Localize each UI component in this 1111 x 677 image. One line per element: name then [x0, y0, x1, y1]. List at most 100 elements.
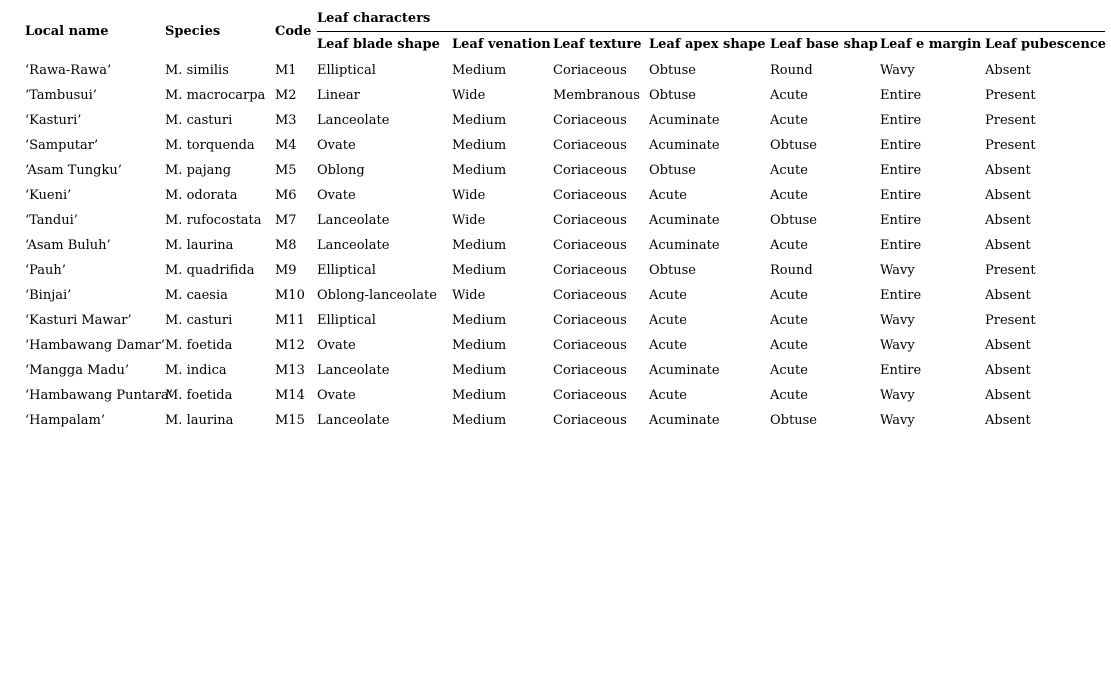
table-cell: Medium: [452, 338, 507, 353]
table-cell: ‘Mangga Madu’: [25, 363, 129, 378]
leaf-characters-spanner: Leaf characters: [317, 5, 1106, 32]
table-cell: Wavy: [880, 63, 915, 78]
table-row: ‘Kasturi Mawar’ M. casturi M11 Elliptical Me…: [25, 308, 1105, 333]
table-cell: M15: [275, 413, 305, 428]
table-cell: Acuminate: [649, 363, 720, 378]
table-cell: Absent: [985, 63, 1031, 78]
table-cell: Medium: [452, 63, 507, 78]
col-header-leaf-apex-shape: Leaf apex shape: [649, 37, 766, 52]
page: Local name Species Code Leaf characters …: [0, 5, 1111, 677]
table-row: ‘Mangga Madu’ M. indica M13 Lanceolate Mediu…: [25, 358, 1105, 383]
table-cell: Coriaceous: [553, 113, 627, 128]
table-cell: M. indica: [165, 363, 227, 378]
table-cell: ‘Hampalam’: [25, 413, 105, 428]
table-row: ‘Kasturi’ M. casturi M3 Lanceolate Medium Cor…: [25, 108, 1105, 133]
table-cell: M6: [275, 188, 297, 203]
table-cell: Acute: [649, 288, 687, 303]
table-cell: Wavy: [880, 413, 915, 428]
table-cell: Wide: [452, 288, 486, 303]
table-cell: M. odorata: [165, 188, 238, 203]
table-cell: Acute: [770, 113, 808, 128]
table-cell: Acuminate: [649, 238, 720, 253]
table-cell: Absent: [985, 188, 1031, 203]
col-header-leaf-base-shap: Leaf base shap: [770, 37, 878, 52]
table-cell: M13: [275, 363, 305, 378]
table-cell: ‘Kueni’: [25, 188, 72, 203]
table-cell: Obtuse: [770, 413, 817, 428]
table-cell: Coriaceous: [553, 138, 627, 153]
table-cell: ‘Asam Buluh’: [25, 238, 111, 253]
table-cell: Coriaceous: [553, 413, 627, 428]
table-cell: Medium: [452, 263, 507, 278]
table-cell: Absent: [985, 288, 1031, 303]
table-cell: Elliptical: [317, 63, 376, 78]
table-cell: Entire: [880, 113, 922, 128]
table-cell: Linear: [317, 88, 360, 103]
table-cell: M. macrocarpa: [165, 88, 266, 103]
table-cell: M. casturi: [165, 313, 233, 328]
table-cell: ‘Tandui’: [25, 213, 78, 228]
table-cell: M1: [275, 63, 297, 78]
table-row: ‘Tambusui’ M. macrocarpa M2 Linear Wide Membr…: [25, 83, 1105, 108]
table-cell: Acute: [770, 88, 808, 103]
table-cell: M10: [275, 288, 305, 303]
table-cell: M7: [275, 213, 297, 228]
table-cell: Coriaceous: [553, 288, 627, 303]
table-cell: Medium: [452, 363, 507, 378]
col-header-leaf-texture: Leaf texture: [553, 37, 642, 52]
table-cell: Absent: [985, 213, 1031, 228]
table-cell: Entire: [880, 88, 922, 103]
table-cell: Oblong: [317, 163, 365, 178]
table-cell: Wavy: [880, 263, 915, 278]
table-cell: Coriaceous: [553, 213, 627, 228]
table-cell: Medium: [452, 413, 507, 428]
table-cell: Coriaceous: [553, 263, 627, 278]
table-cell: Medium: [452, 313, 507, 328]
table-cell: Acute: [770, 288, 808, 303]
table-cell: Acute: [770, 238, 808, 253]
table-cell: Acute: [770, 338, 808, 353]
table-cell: Round: [770, 63, 813, 78]
table-cell: Absent: [985, 413, 1031, 428]
table-cell: M4: [275, 138, 297, 153]
table-row: ‘Tandui’ M. rufocostata M7 Lanceolate Wide Co…: [25, 208, 1105, 233]
table-cell: Present: [985, 138, 1036, 153]
table-cell: Coriaceous: [553, 188, 627, 203]
table-cell: M. quadrifida: [165, 263, 255, 278]
col-header-leaf-e-margin: Leaf e margin: [880, 37, 982, 52]
table-header: Local name Species Code Leaf characters …: [25, 5, 1106, 58]
header-row-top: Local name Species Code Leaf characters: [25, 5, 1106, 39]
table-cell: Coriaceous: [553, 363, 627, 378]
table-cell: Coriaceous: [553, 338, 627, 353]
table-cell: ‘Binjai’: [25, 288, 72, 303]
table-cell: Present: [985, 113, 1036, 128]
table-cell: Acuminate: [649, 113, 720, 128]
table-cell: Acute: [649, 313, 687, 328]
table-cell: Absent: [985, 163, 1031, 178]
table-cell: Wavy: [880, 313, 915, 328]
table-cell: Medium: [452, 113, 507, 128]
table-cell: Absent: [985, 363, 1031, 378]
table-row: ‘Asam Tungku’ M. pajang M5 Oblong Medium Cori…: [25, 158, 1105, 183]
table-row: ‘Binjai’ M. caesia M10 Oblong-lanceolate Wid…: [25, 283, 1105, 308]
table-cell: Wide: [452, 213, 486, 228]
table-cell: Acute: [649, 188, 687, 203]
table-cell: Acute: [649, 338, 687, 353]
table-cell: Obtuse: [649, 163, 696, 178]
table-cell: Acute: [770, 163, 808, 178]
table-cell: M. caesia: [165, 288, 228, 303]
table-cell: Acuminate: [649, 138, 720, 153]
col-header-leaf-blade-shape: Leaf blade shape: [317, 37, 440, 52]
table-row: ‘Hampalam’ M. laurina M15 Lanceolate Medium C…: [25, 408, 1105, 433]
table-cell: ‘Asam Tungku’: [25, 163, 122, 178]
table-cell: M. laurina: [165, 238, 234, 253]
table-cell: Present: [985, 263, 1036, 278]
table-cell: ‘Hambawang Damar’: [25, 338, 165, 353]
table-cell: Acuminate: [649, 413, 720, 428]
table-cell: Absent: [985, 238, 1031, 253]
table-cell: M. rufocostata: [165, 213, 262, 228]
table-cell: Acute: [770, 313, 808, 328]
table-cell: Entire: [880, 363, 922, 378]
table-cell: Coriaceous: [553, 238, 627, 253]
table-cell: Coriaceous: [553, 313, 627, 328]
